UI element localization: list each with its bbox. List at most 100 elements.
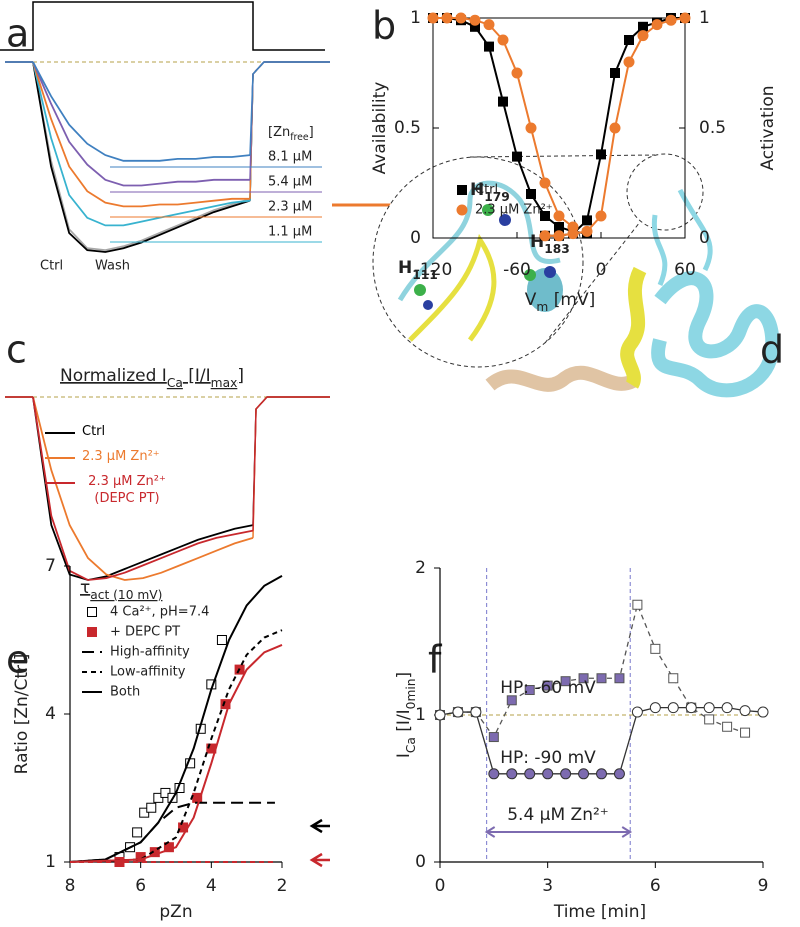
point (609, 122, 621, 134)
legend-text: 2.3 μM Zn²⁺ (DEPC PT) (88, 474, 166, 506)
chart-title: Normalized ICa [I/Imax] (60, 366, 244, 390)
text-part: [mV] (548, 290, 595, 310)
point (757, 706, 769, 718)
x-tick-label: 4 (206, 876, 217, 896)
legend-label: High-affinity (110, 645, 190, 660)
fit-curve (69, 574, 283, 863)
point (506, 768, 518, 780)
trace (32, 61, 251, 252)
point (679, 12, 691, 24)
point (539, 230, 551, 242)
text-part: [I/I (394, 709, 414, 737)
legend-entry: 2.3 μM Zn²⁺ (DEPC PT) (88, 474, 166, 506)
y2-tick-label: 0 (699, 228, 710, 248)
concentration-label: 1.1 μM (268, 225, 312, 240)
concentration-label: 2.3 μM (268, 200, 312, 215)
point (739, 705, 751, 717)
point (649, 702, 661, 714)
point (721, 702, 733, 714)
y-tick-label: 7 (45, 556, 56, 576)
zn-arrow (484, 826, 633, 838)
legend-text: Ctrl (82, 424, 106, 439)
point (668, 673, 679, 684)
point (650, 643, 661, 654)
fit-curve (69, 801, 275, 863)
point (637, 30, 649, 42)
legend-label: 4 Ca²⁺, pH=7.4 (110, 605, 209, 620)
tan-helix (485, 365, 639, 392)
x-axis-label: pZn (159, 902, 192, 922)
histidine (544, 266, 556, 278)
point (540, 211, 550, 221)
x-axis-label: Time [min] (553, 902, 646, 922)
point (146, 802, 157, 813)
residue-label: H111 (398, 258, 438, 282)
x-tick-label: -120 (414, 260, 453, 280)
legend-label: 2.3 μM Zn²⁺ (475, 203, 553, 218)
high-affinity-arrow (309, 818, 330, 834)
text-part: I (394, 753, 414, 758)
point (703, 702, 715, 714)
point (651, 19, 663, 31)
point (554, 222, 564, 232)
point (638, 21, 648, 32)
y-tick-label: 1 (410, 8, 421, 28)
point (506, 695, 517, 706)
x-tick-label: 8 (65, 876, 76, 896)
tail (249, 61, 330, 156)
point (553, 210, 565, 222)
tail (252, 396, 330, 538)
point (525, 122, 537, 134)
trace (32, 61, 250, 208)
histidine (482, 204, 494, 216)
legend-entry: Ctrl (82, 424, 106, 439)
point (623, 56, 635, 68)
point (582, 215, 592, 226)
zoom-line (544, 221, 641, 344)
y-tick-label: 4 (45, 704, 56, 724)
point (511, 67, 523, 79)
panel-label: c (6, 328, 27, 372)
point (488, 768, 500, 780)
zoom-yellow (408, 233, 497, 342)
histidine (414, 284, 426, 296)
point (665, 14, 677, 26)
point (581, 225, 593, 237)
x-tick-label: 9 (758, 876, 769, 896)
text-part: 0min (404, 678, 418, 709)
concentration-label: 5.4 μM (268, 175, 312, 190)
legend-label: + DEPC PT (110, 625, 180, 640)
text-part: 111 (412, 268, 438, 282)
y-tick-label: 0 (415, 852, 426, 872)
point (704, 714, 715, 725)
histidine (423, 300, 433, 310)
y-tick-label: 2 (415, 558, 426, 578)
point (578, 673, 589, 684)
point (470, 706, 482, 718)
point (567, 228, 579, 240)
x-tick-label: 6 (650, 876, 661, 896)
y2-axis-label: Activation (758, 85, 778, 170)
legend-label: Ctrl (475, 183, 498, 198)
histidine (499, 214, 511, 226)
text-part: Normalized I (60, 366, 167, 386)
point (632, 599, 643, 610)
legend-title: [Znfree] (268, 125, 314, 144)
series-label: Ctrl (40, 259, 63, 274)
trace (32, 396, 254, 581)
point (613, 768, 625, 780)
depc-arrow (309, 852, 330, 868)
x-tick-label: 0 (435, 876, 446, 896)
y-axis-label: Ratio [Zn/Ctrl] (12, 654, 32, 775)
x-tick-label: -60 (503, 260, 531, 280)
x-axis-label: Vm [mV] (525, 290, 595, 314)
point (631, 706, 643, 718)
series-line (439, 707, 764, 775)
histidine (524, 269, 536, 281)
protein-structure (372, 153, 780, 398)
point (524, 685, 535, 696)
legend-title: τact (10 mV) (80, 578, 162, 602)
point (624, 35, 634, 45)
y-tick-label: 0.5 (394, 118, 421, 138)
point (488, 732, 499, 743)
